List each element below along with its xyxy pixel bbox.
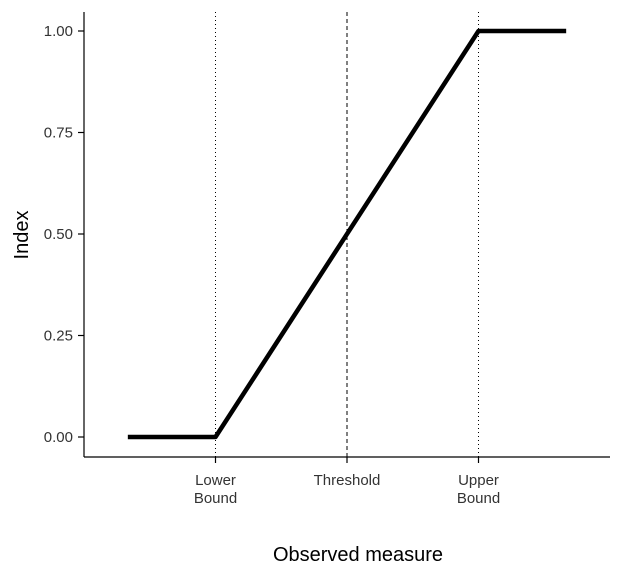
y-tick-label: 0.25 xyxy=(44,328,73,345)
series-group xyxy=(127,28,567,440)
y-tick-label: 0.50 xyxy=(44,226,73,243)
y-axis-title: Index xyxy=(11,211,33,260)
x-axis-title: Observed measure xyxy=(273,544,443,566)
x-axis-ticks: Lower Bound Threshold Upper Bound xyxy=(194,457,500,507)
series-line-0 xyxy=(127,28,567,440)
x-tick-label: Lower Bound xyxy=(194,472,237,507)
y-tick-label: 1.00 xyxy=(44,23,73,40)
y-axis-ticks: 0.00 0.25 0.50 0.75 1.00 xyxy=(44,23,84,446)
x-tick-label: Upper Bound xyxy=(457,472,500,507)
y-tick-label: 0.75 xyxy=(44,125,73,142)
y-tick-label: 0.00 xyxy=(44,429,73,446)
x-tick-label: Threshold xyxy=(314,472,381,489)
